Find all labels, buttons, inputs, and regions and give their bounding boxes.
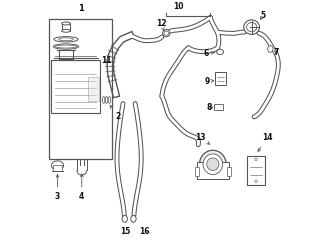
Text: 1: 1 xyxy=(78,4,83,12)
Text: 7: 7 xyxy=(274,48,279,57)
Ellipse shape xyxy=(54,37,78,42)
Ellipse shape xyxy=(247,23,257,32)
Ellipse shape xyxy=(51,161,64,170)
Text: 14: 14 xyxy=(258,133,272,151)
Ellipse shape xyxy=(244,20,260,34)
Bar xyxy=(247,156,265,185)
Ellipse shape xyxy=(62,29,71,32)
Text: 8: 8 xyxy=(207,103,213,112)
Text: 16: 16 xyxy=(140,227,150,236)
Text: 5: 5 xyxy=(260,11,265,20)
Text: 4: 4 xyxy=(79,174,84,201)
Bar xyxy=(215,72,226,85)
Text: 9: 9 xyxy=(205,77,214,86)
Ellipse shape xyxy=(59,38,73,41)
Ellipse shape xyxy=(131,215,136,222)
Ellipse shape xyxy=(105,97,108,103)
Bar xyxy=(49,19,112,159)
Bar xyxy=(88,77,99,101)
Ellipse shape xyxy=(207,158,219,171)
Text: 12: 12 xyxy=(156,20,166,31)
Text: 15: 15 xyxy=(120,227,131,236)
Ellipse shape xyxy=(200,150,226,178)
Text: 13: 13 xyxy=(195,133,210,144)
Ellipse shape xyxy=(55,45,77,48)
Text: 11: 11 xyxy=(101,56,111,65)
Ellipse shape xyxy=(255,158,257,160)
Ellipse shape xyxy=(217,49,223,55)
Text: 6: 6 xyxy=(204,49,214,58)
Text: 3: 3 xyxy=(55,174,60,201)
Ellipse shape xyxy=(102,97,105,103)
Bar xyxy=(62,24,71,31)
Ellipse shape xyxy=(108,97,111,103)
Ellipse shape xyxy=(163,30,170,37)
Ellipse shape xyxy=(53,44,79,49)
Ellipse shape xyxy=(62,22,71,25)
Text: 10: 10 xyxy=(173,2,184,12)
Ellipse shape xyxy=(122,215,127,222)
Bar xyxy=(197,162,229,179)
Bar xyxy=(214,104,223,110)
Bar xyxy=(195,167,199,176)
Bar xyxy=(227,167,231,176)
Ellipse shape xyxy=(255,180,257,183)
Ellipse shape xyxy=(164,31,168,35)
Bar xyxy=(51,60,100,113)
Text: 2: 2 xyxy=(110,105,121,122)
Ellipse shape xyxy=(203,154,222,174)
Bar xyxy=(53,165,62,171)
Ellipse shape xyxy=(268,46,273,52)
